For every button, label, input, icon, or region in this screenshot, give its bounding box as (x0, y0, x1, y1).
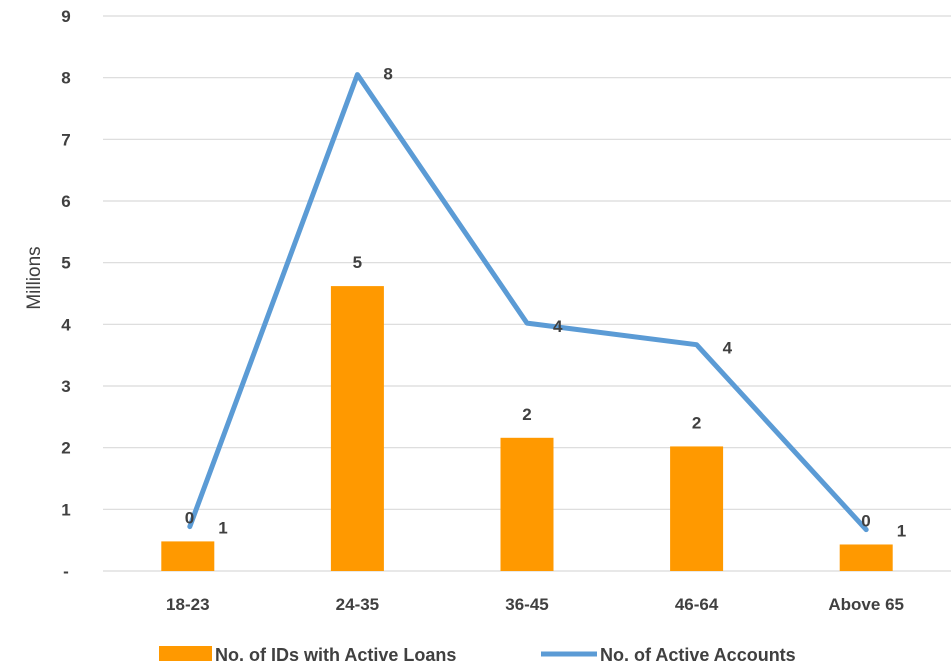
bar (500, 437, 554, 571)
y-tick-label: 5 (61, 254, 70, 273)
bar-data-label: 1 (897, 521, 906, 540)
line-data-label: 0 (861, 512, 870, 531)
line-point (526, 322, 528, 325)
y-tick-label: 1 (61, 500, 70, 519)
bar (670, 446, 724, 571)
y-tick-label: 3 (61, 377, 70, 396)
x-tick-label: 18-23 (166, 595, 209, 614)
bar (330, 286, 384, 571)
y-tick-label: 9 (61, 7, 70, 26)
legend-label: No. of IDs with Active Loans (215, 645, 456, 665)
bar-data-label: 2 (692, 413, 701, 432)
y-tick-label: 6 (61, 192, 70, 211)
bar-series (161, 286, 893, 571)
x-tick-label: Above 65 (828, 595, 904, 614)
x-tick-label: 36-45 (505, 595, 548, 614)
bar (839, 544, 893, 571)
line-series (187, 72, 869, 533)
y-tick-label: - (63, 562, 69, 581)
bar-data-label: 5 (353, 253, 362, 272)
legend: No. of IDs with Active Loans No. of Activ… (159, 645, 796, 665)
line-point (865, 528, 868, 531)
line-data-label: 8 (383, 65, 392, 84)
y-tick-label: 8 (61, 69, 70, 88)
line-data-label: 4 (553, 317, 563, 336)
bar (161, 541, 215, 571)
legend-swatch-bar (159, 646, 212, 661)
y-tick-label: 7 (61, 130, 70, 149)
x-tick-label: 24-35 (336, 595, 379, 614)
data-labels: 1 5 2 2 1 0 8 4 4 0 (185, 65, 906, 541)
line-point (356, 73, 359, 76)
line-point (695, 343, 698, 346)
bar-data-label: 1 (218, 518, 227, 537)
line-data-label: 0 (185, 509, 194, 528)
line-data-label: 4 (723, 339, 733, 358)
y-tick-label: 4 (61, 315, 71, 334)
legend-label: No. of Active Accounts (600, 645, 796, 665)
bar-data-label: 2 (522, 405, 531, 424)
x-axis-ticks: 18-23 24-35 36-45 46-64 Above 65 (166, 595, 904, 614)
y-tick-label: 2 (61, 439, 70, 458)
y-axis-ticks: - 1 2 3 4 5 6 7 8 9 (61, 7, 71, 581)
x-tick-label: 46-64 (675, 595, 719, 614)
line-point (188, 525, 191, 528)
y-axis-label: Millions (24, 246, 45, 309)
